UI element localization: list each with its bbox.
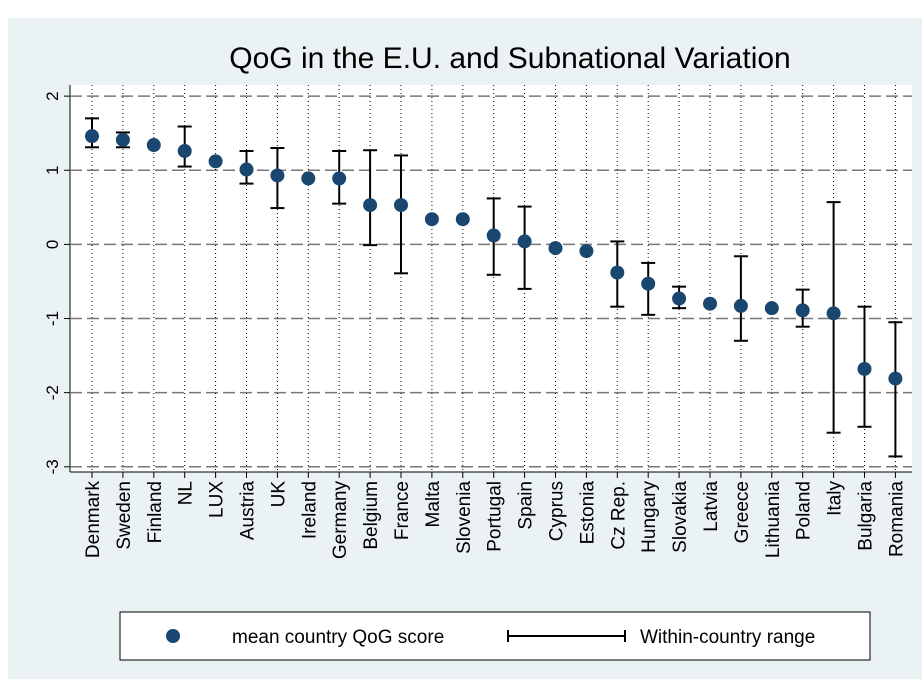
x-tick-label: Denmark — [83, 481, 104, 559]
mean-dot — [239, 162, 254, 177]
mean-dot — [579, 244, 594, 259]
mean-dot — [610, 265, 625, 280]
x-tick-label: Malta — [423, 481, 444, 528]
y-tick-label: 1 — [43, 166, 62, 175]
x-tick-label: Ireland — [299, 481, 320, 539]
mean-dot — [548, 241, 563, 256]
x-tick-label: Slovenia — [454, 481, 475, 554]
mean-dot — [857, 361, 872, 376]
x-tick-label: Latvia — [701, 481, 722, 532]
x-tick-label: Belgium — [361, 481, 382, 550]
x-tick-label: Portugal — [485, 481, 506, 552]
mean-dot — [332, 171, 347, 186]
mean-dot — [826, 306, 841, 321]
x-tick-label: Slovakia — [670, 481, 691, 553]
mean-dot — [764, 301, 779, 316]
mean-dot — [115, 132, 130, 147]
x-tick-label: Italy — [825, 481, 846, 516]
x-tick-label: Cz Rep. — [608, 481, 629, 550]
mean-dot — [301, 171, 316, 186]
x-tick-label: Germany — [330, 481, 351, 560]
mean-dot — [270, 168, 285, 183]
legend-label: mean country QoG score — [232, 627, 444, 648]
x-tick-label: Cyprus — [547, 481, 568, 541]
x-tick-label: Poland — [794, 481, 815, 540]
x-tick-label: NL — [176, 481, 197, 505]
legend-dot — [166, 629, 180, 643]
x-tick-label: France — [392, 481, 413, 540]
mean-dot — [795, 303, 810, 318]
mean-dot — [517, 234, 532, 249]
x-tick-label: Greece — [732, 481, 753, 543]
plot-area — [70, 85, 912, 472]
legend-label: Within-country range — [640, 627, 815, 648]
x-tick-label: Estonia — [577, 481, 598, 545]
mean-dot — [455, 212, 470, 227]
mean-dot — [733, 298, 748, 313]
mean-dot — [85, 129, 99, 144]
x-tick-label: Finland — [145, 481, 166, 543]
mean-dot — [208, 154, 223, 169]
y-tick-label: -2 — [43, 385, 62, 400]
x-tick-label: Bulgaria — [856, 481, 877, 551]
x-tick-label: Lithuania — [763, 481, 784, 559]
x-tick-label: Sweden — [114, 481, 135, 550]
y-tick-label: -1 — [43, 311, 62, 326]
mean-dot — [672, 291, 687, 306]
x-tick-label: LUX — [207, 481, 228, 518]
chart-title: QoG in the E.U. and Subnational Variatio… — [229, 42, 790, 75]
mean-dot — [486, 228, 501, 243]
mean-dot — [177, 143, 192, 158]
mean-dot — [146, 138, 161, 153]
y-tick-label: 0 — [43, 240, 62, 249]
mean-dot — [424, 212, 439, 227]
mean-dot — [888, 371, 903, 386]
y-tick-label: 2 — [43, 91, 62, 100]
mean-dot — [641, 276, 656, 291]
x-tick-label: UK — [268, 481, 289, 508]
mean-dot — [394, 198, 408, 213]
mean-dot — [703, 296, 717, 311]
x-tick-label: Austria — [238, 481, 259, 541]
y-tick-label: -3 — [43, 459, 62, 474]
legend — [119, 611, 871, 661]
x-tick-label: Spain — [516, 481, 537, 530]
x-tick-label: Romania — [886, 481, 907, 557]
mean-dot — [363, 198, 378, 213]
x-tick-label: Hungary — [639, 481, 660, 553]
